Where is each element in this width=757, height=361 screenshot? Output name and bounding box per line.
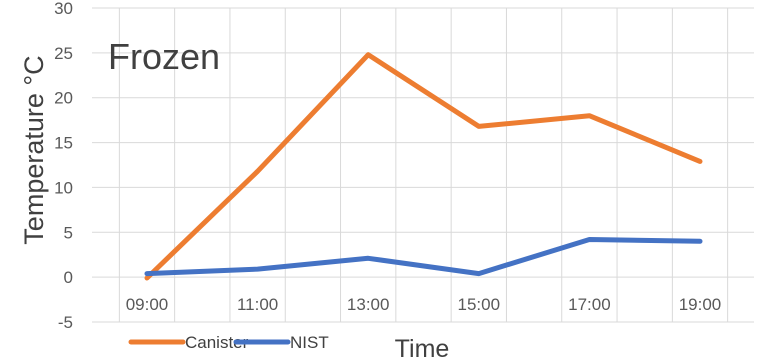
y-tick-label: 5 — [64, 223, 73, 242]
y-tick-label: 15 — [54, 134, 73, 153]
x-tick-label: 11:00 — [237, 295, 278, 314]
y-axis-ticks: -5 0 5 10 15 20 25 30 — [54, 0, 73, 332]
series-line-canister — [144, 52, 703, 281]
y-tick-label: 30 — [54, 0, 73, 18]
legend-label: NIST — [290, 333, 329, 352]
y-tick-label: 20 — [54, 89, 73, 108]
series-lines — [144, 52, 703, 281]
series-line-nist — [144, 237, 703, 277]
x-tick-label: 13:00 — [347, 295, 390, 314]
x-tick-label: 09:00 — [126, 295, 169, 314]
legend: Canister NIST — [128, 333, 329, 352]
y-tick-label: 10 — [54, 178, 73, 197]
y-axis-label: Temperature °C — [19, 55, 49, 244]
x-tick-label: 15:00 — [458, 295, 501, 314]
y-tick-label: 25 — [54, 44, 73, 63]
x-tick-label: 19:00 — [679, 295, 722, 314]
y-tick-label: 0 — [64, 268, 73, 287]
y-tick-label: -5 — [58, 313, 73, 332]
x-axis-label: Time — [395, 335, 450, 361]
x-axis-ticks: 09:00 11:00 13:00 15:00 17:00 19:00 — [126, 295, 722, 314]
x-tick-label: 17:00 — [568, 295, 611, 314]
gridlines — [92, 7, 754, 323]
legend-label: Canister — [185, 333, 249, 352]
chart-annotation: Frozen — [108, 36, 220, 77]
